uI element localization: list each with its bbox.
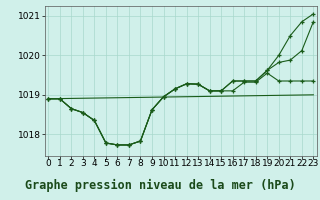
Text: Graphe pression niveau de la mer (hPa): Graphe pression niveau de la mer (hPa) xyxy=(25,179,295,192)
